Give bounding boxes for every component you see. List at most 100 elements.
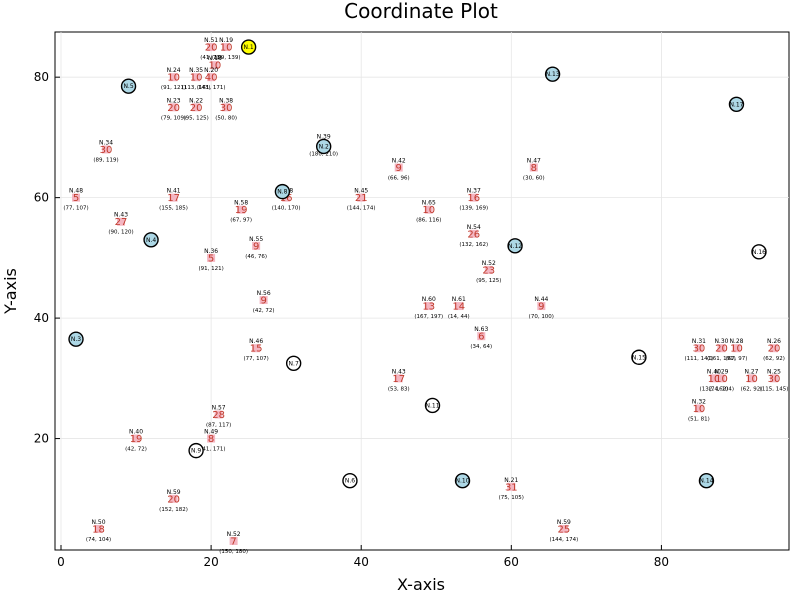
node-id-label: N.1 <box>244 44 254 51</box>
node-point: N.17 <box>728 96 745 112</box>
demand-range-label: (111, 141) <box>685 356 714 362</box>
y-tick-label: 20 <box>34 432 49 446</box>
demand-id-label: N.24 <box>167 67 181 74</box>
demand-value-label: 30 <box>693 344 706 355</box>
demand-range-label: (89, 119) <box>93 157 118 163</box>
node-id-label: N.13 <box>546 71 560 78</box>
demand-id-label: N.55 <box>249 236 263 243</box>
demand-range-label: (79, 109) <box>161 115 186 121</box>
node-id-label: N.4 <box>146 237 156 244</box>
demand-marker <box>210 61 219 70</box>
node-marker <box>143 232 159 248</box>
y-tick-label: 60 <box>34 191 49 205</box>
demand-range-label: (161, 191) <box>707 356 736 362</box>
demand-value-label: 8 <box>531 163 537 174</box>
demand-range-label: (14, 44) <box>448 314 470 320</box>
node-marker <box>315 138 332 155</box>
demand-value-label: 14 <box>452 302 465 313</box>
node-point: N.6 <box>342 473 358 489</box>
demand-point: N.485 (77, 107) <box>63 188 88 212</box>
demand-range-label: (141, 171) <box>197 447 226 453</box>
x-tick-label: 40 <box>354 555 369 569</box>
demand-id-label: N.42 <box>392 158 406 165</box>
node-marker <box>240 39 257 55</box>
demand-value-label: 6 <box>478 332 484 343</box>
node-point: N.10 <box>454 473 471 489</box>
x-tick-label: 80 <box>654 555 669 569</box>
node-id-label: N.15 <box>632 354 646 361</box>
node-marker <box>285 355 302 371</box>
demand-range-label: (77, 107) <box>63 206 88 212</box>
demand-value-label: 10 <box>708 374 721 385</box>
demand-range-label: (152, 182) <box>159 507 188 513</box>
demand-marker <box>252 241 261 250</box>
demand-marker <box>72 193 81 202</box>
node-id-label: N.2 <box>319 143 329 150</box>
y-tick-label: 40 <box>34 311 49 325</box>
demand-point: N.429 (66, 96) <box>388 158 410 182</box>
demand-id-label: N.65 <box>422 200 436 207</box>
node-id-label: N.11 <box>425 402 439 409</box>
demand-id-label: N.49 <box>204 429 218 436</box>
plot-frame <box>54 31 790 551</box>
demand-range-label: (109, 139) <box>212 55 241 61</box>
demand-value-label: 5 <box>73 193 79 204</box>
chart-title: Coordinate Plot <box>344 0 498 23</box>
demand-range-label: (77, 107) <box>243 356 268 362</box>
demand-id-label: N.41 <box>167 188 181 195</box>
demand-value-label: 20 <box>768 344 781 355</box>
demand-id-label: N.45 <box>354 188 368 195</box>
demand-value-label: 10 <box>745 374 758 385</box>
demand-value-label: 10 <box>208 61 221 72</box>
node-point: N.3 <box>68 331 84 347</box>
demand-id-label: N.57 <box>212 404 226 411</box>
demand-id-label: N.20 <box>204 67 218 74</box>
demand-range-label: (91, 121) <box>161 85 186 91</box>
demand-id-label: N.35 <box>189 67 203 74</box>
demand-marker <box>169 103 178 112</box>
demand-value-label: 20 <box>190 103 203 114</box>
node-marker <box>507 238 523 254</box>
demand-id-label: N.63 <box>474 326 488 333</box>
demand-marker <box>424 205 433 214</box>
demand-id-label: N.40 <box>129 429 143 436</box>
demand-range-label: (95, 125) <box>476 278 501 284</box>
node-marker <box>631 349 647 365</box>
demand-id-label: N.59 <box>557 519 571 526</box>
demand-marker <box>484 265 493 274</box>
node-id-label: N.7 <box>289 360 299 367</box>
demand-point: N.527 (150, 180) <box>219 531 248 555</box>
demand-point: N.498 (141, 171) <box>197 429 226 453</box>
node-marker <box>454 473 471 489</box>
demand-marker <box>207 253 216 262</box>
node-marker <box>120 78 137 94</box>
demand-marker <box>559 524 568 533</box>
demand-id-label: N.61 <box>452 296 466 303</box>
demand-range-label: (67, 97) <box>230 218 252 224</box>
demand-value-label: 30 <box>100 145 113 156</box>
x-tick-label: 20 <box>203 555 218 569</box>
demand-id-label: N.50 <box>92 519 106 526</box>
demand-range-label: (139, 169) <box>459 206 488 212</box>
node-point: N.12 <box>507 238 523 254</box>
node-layer: N.1 N.2 N.3 N.4 N.5 N.6 N.7 N.8 N.9 N.10 N.11 N.12 N… <box>68 39 767 489</box>
demand-range-label: (113, 143) <box>182 85 211 91</box>
node-id-label: N.17 <box>729 101 743 108</box>
